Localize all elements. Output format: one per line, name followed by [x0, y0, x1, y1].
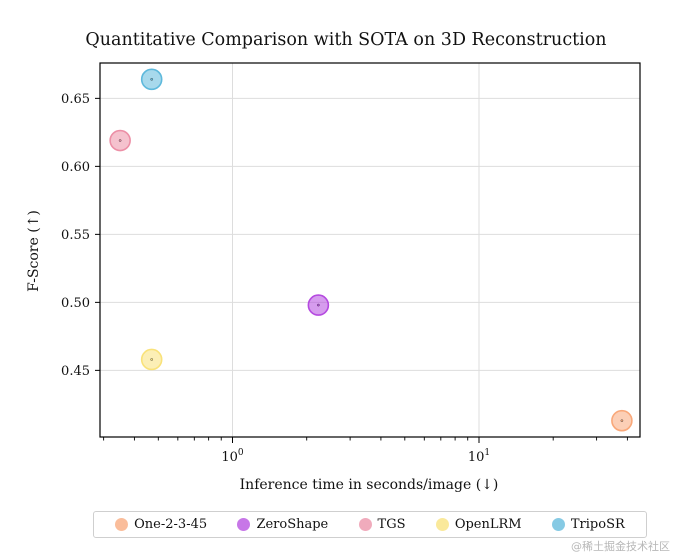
y-tick-label: 0.55	[61, 228, 90, 243]
legend-label: TripoSR	[570, 517, 625, 532]
legend-label: One-2-3-45	[134, 517, 208, 532]
axes-layer: 0.45 0.50 0.55 0.60 0.65 100 101	[61, 92, 628, 465]
legend-item-zeroshape: ZeroShape	[237, 517, 328, 532]
chart: Quantitative Comparison with SOTA on 3D …	[26, 30, 641, 493]
point-center-openlrm	[150, 358, 153, 361]
grid-layer	[100, 63, 640, 437]
point-center-triposr	[150, 78, 153, 81]
legend-item-triposr: TripoSR	[551, 517, 625, 532]
y-axis-label: F-Score (↑)	[26, 210, 42, 292]
y-tick-label: 0.60	[61, 160, 90, 175]
chart-title: Quantitative Comparison with SOTA on 3D …	[85, 30, 606, 50]
y-tick-label: 0.50	[61, 296, 90, 311]
legend-marker	[115, 518, 129, 531]
legend-label: OpenLRM	[454, 517, 522, 532]
x-axis-label: Inference time in seconds/image (↓)	[240, 477, 499, 493]
legend-item-tgs: TGS	[358, 517, 406, 532]
legend-item-one-2-3-45: One-2-3-45	[115, 517, 207, 532]
watermark: @稀土掘金技术社区	[571, 540, 670, 553]
point-center-tgs	[118, 139, 122, 142]
legend-marker	[435, 518, 449, 531]
point-center-one-2-3-45	[620, 419, 624, 422]
x-tick-label: 100	[221, 448, 244, 465]
legend: One-2-3-45 ZeroShape TGS OpenLRM TripoSR	[93, 511, 647, 538]
points-layer	[109, 68, 633, 432]
legend-label: TGS	[377, 517, 406, 532]
legend-item-openlrm: OpenLRM	[435, 517, 522, 532]
plot-frame	[99, 62, 641, 438]
y-tick-label: 0.65	[61, 92, 90, 107]
y-tick-label: 0.45	[61, 364, 90, 379]
x-tick-label: 101	[468, 448, 490, 465]
legend-marker	[237, 518, 251, 531]
legend-marker	[551, 518, 565, 531]
point-center-zeroshape	[317, 303, 320, 307]
legend-label: ZeroShape	[256, 517, 329, 532]
legend-marker	[358, 518, 372, 531]
